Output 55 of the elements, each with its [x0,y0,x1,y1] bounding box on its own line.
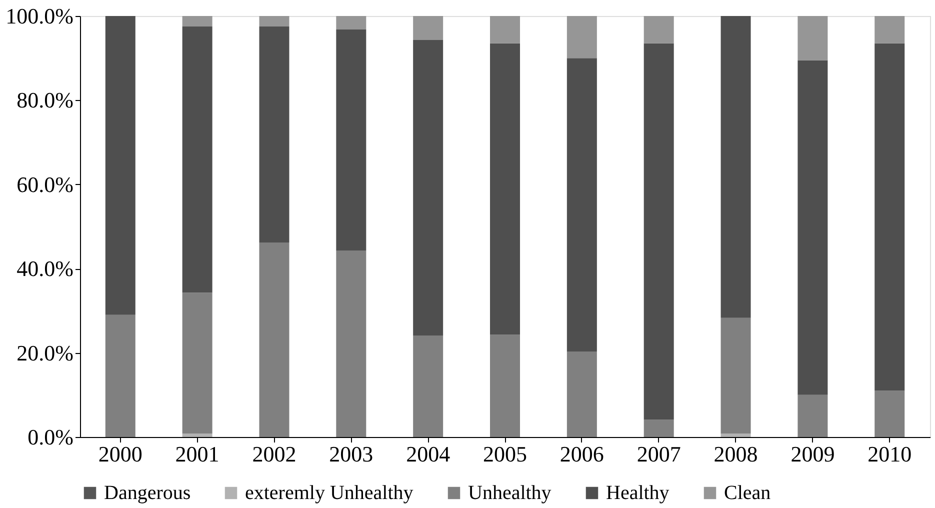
bar [182,434,212,437]
bar [566,16,597,58]
bar [259,26,290,242]
bar [644,420,674,437]
x-tick-label: 2006 [560,442,604,466]
x-tick-label: 2003 [329,442,374,466]
legend-label: Healthy [606,482,670,504]
legend-label: Dangerous [104,482,191,504]
bar [105,16,136,315]
bar [566,58,597,352]
x-tick-label: 2004 [406,442,450,466]
y-tick-label: 60.0% [16,172,74,197]
bar [720,16,751,318]
x-tick-label: 2001 [175,442,220,466]
bar [336,16,366,30]
bar [490,16,520,44]
x-tick-label: 2007 [636,442,681,466]
x-tick-label: 2009 [790,442,835,466]
x-tick-label: 2002 [252,442,296,466]
legend-label: Clean [724,482,771,504]
bar [720,434,751,437]
bar [798,16,828,60]
bar [644,43,674,420]
bar [413,40,444,336]
bar [336,29,366,250]
bar [336,250,366,437]
y-tick-label: 20.0% [16,340,74,366]
y-tick-label: 80.0% [16,88,74,113]
bar [259,242,290,437]
x-tick-label: 2005 [483,442,527,466]
bar [182,26,212,293]
y-tick-label: 0.0% [28,424,74,450]
bar [874,16,905,44]
bar [798,394,828,437]
bar [490,43,520,335]
bar [413,16,444,40]
bar [720,318,751,434]
x-tick-label: 2008 [714,442,758,466]
bar [259,16,290,27]
bar [874,390,905,437]
legend-label: Unhealthy [468,482,552,504]
bar [566,352,597,437]
y-tick-label: 100.0% [6,4,74,28]
bar [413,336,444,437]
bar [182,16,212,27]
bar [874,43,905,391]
bar [644,16,674,44]
y-tick-label: 40.0% [16,256,74,282]
bar [105,314,136,437]
bar [490,334,520,437]
bar [182,292,212,434]
legend-label: exteremly Unhealthy [245,482,414,504]
bar [798,60,828,395]
x-tick-label: 2000 [98,442,142,466]
x-tick-label: 2010 [868,442,912,466]
